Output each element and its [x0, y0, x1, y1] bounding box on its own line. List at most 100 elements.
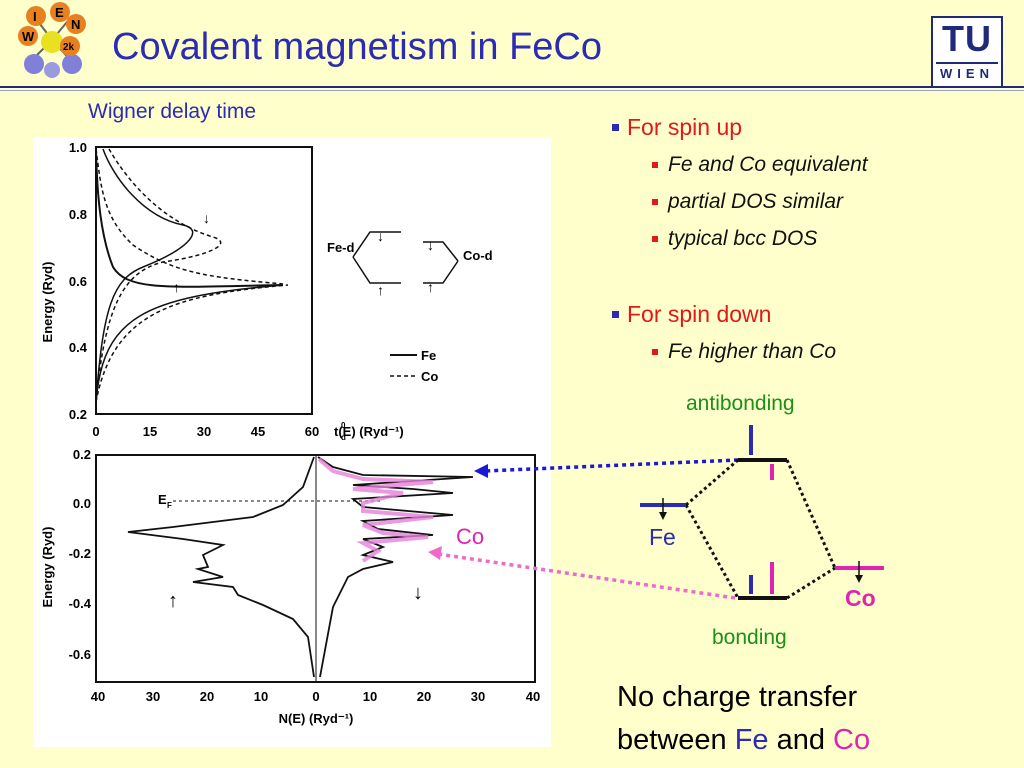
- co-upper-curve: [95, 148, 222, 403]
- conclusion-line2: between Fe and Co: [617, 719, 870, 762]
- conclusion-line1: No charge transfer: [617, 681, 858, 713]
- top-ytick: 0.4: [69, 340, 88, 355]
- bottom-ytick: 0.2: [73, 447, 91, 462]
- bottom-xlabel: N(E) (Ryd⁻¹): [279, 711, 354, 726]
- bottom-xtick: 20: [417, 689, 431, 704]
- bottom-ytick: 0.0: [73, 496, 91, 511]
- co-d-up-arrow: ↑: [427, 279, 434, 295]
- fe-solid-curve: [95, 148, 284, 288]
- bottom-xtick: 10: [363, 689, 377, 704]
- top-xlabel: t(E) (Ryd⁻¹): [334, 424, 404, 439]
- co-d-down-arrow: ↓: [427, 237, 434, 253]
- co-spin-down-highlight: [317, 457, 434, 563]
- fe-level-label: Fe: [649, 524, 676, 550]
- top-ytick: 0.2: [69, 407, 87, 422]
- spin-up-dos: [127, 456, 315, 678]
- legend-co-label: Co: [421, 369, 438, 384]
- co-lower-curve: [95, 284, 289, 403]
- sub-bullet-text: partial DOS similar: [668, 189, 844, 213]
- top-xtick: 0: [92, 424, 99, 439]
- sub-bullet: Fe and Co equivalent: [612, 146, 868, 183]
- bottom-xtick: 0: [312, 689, 319, 704]
- slide-title: Covalent magnetism in FeCo: [112, 26, 602, 68]
- sub-bullet-text: typical bcc DOS: [668, 226, 818, 250]
- antibonding-label: antibonding: [686, 392, 795, 415]
- top-ylabel: Energy (Ryd): [40, 262, 55, 343]
- fe-d-label: Fe-d: [327, 240, 355, 255]
- bullet-text: For spin up: [627, 113, 743, 140]
- conclusion-and: and: [768, 724, 834, 756]
- fe-d-up-arrow: ↑: [377, 282, 384, 298]
- bottom-xtick: 20: [200, 689, 214, 704]
- co-d-levels: [423, 241, 459, 284]
- title-rule-thin: [0, 90, 1024, 91]
- co-curve-label: Co: [456, 524, 485, 549]
- tu-logo-text: TU: [942, 18, 992, 59]
- conclusion-text: No charge transfer between Fe and Co: [617, 676, 870, 762]
- bottom-spin-up-arrow: ↑: [168, 590, 178, 612]
- bullet-marker: [612, 310, 619, 318]
- co-down-arrowhead: [855, 575, 863, 583]
- bottom-ytick: -0.6: [69, 647, 91, 662]
- dos-figure: Energy (Ryd) 1.0 0.8 0.6 0.4 0.2 0 15 30…: [33, 137, 551, 747]
- logo-letter-n: N: [71, 17, 80, 32]
- legend-fe-label: Fe: [421, 348, 436, 363]
- top-xlabel-sup: 0: [341, 421, 346, 430]
- ef-label-sub: F: [167, 501, 172, 510]
- bottom-xtick: 40: [526, 689, 540, 704]
- bonding-label: bonding: [712, 626, 787, 649]
- top-spin-down-arrow: ↓: [203, 210, 210, 226]
- wien-logo-text: WIEN: [940, 66, 994, 81]
- bullet-list-spin-down: For spin down Fe higher than Co: [612, 295, 836, 370]
- conclusion-fe: Fe: [734, 724, 769, 756]
- bonding-arrowhead: [428, 546, 442, 560]
- logo-letter-e: E: [55, 5, 64, 20]
- wien2k-logo: I E W N 2k: [18, 2, 86, 78]
- top-xtick: 45: [251, 424, 265, 439]
- fe-d-levels: [352, 231, 401, 284]
- bullet-spin-down: For spin down: [612, 295, 836, 333]
- tu-logo-divider: [936, 62, 998, 64]
- top-ytick: 0.6: [69, 274, 87, 289]
- fe-d-down-arrow: ↓: [377, 228, 384, 244]
- sub-bullet: typical bcc DOS: [612, 220, 868, 257]
- top-spin-up-arrow: ↑: [173, 279, 180, 295]
- bullet-text: For spin down: [627, 300, 772, 327]
- sub-bullet-marker: [652, 348, 658, 355]
- bottom-xtick: 30: [471, 689, 485, 704]
- top-plot-frame: [95, 146, 313, 415]
- bottom-xtick: 40: [91, 689, 105, 704]
- spin-down-dos: [317, 456, 474, 678]
- sub-bullet-text: Fe higher than Co: [668, 339, 837, 363]
- figure-caption: Wigner delay time: [88, 100, 257, 123]
- bottom-xtick: 10: [254, 689, 268, 704]
- sub-bullet: partial DOS similar: [612, 183, 868, 220]
- antibonding-arrowhead: [474, 464, 488, 478]
- conclusion-co: Co: [833, 724, 871, 756]
- sub-bullet: Fe higher than Co: [612, 333, 836, 370]
- top-ytick: 1.0: [69, 140, 87, 155]
- bottom-ylabel: Energy (Ryd): [40, 527, 55, 608]
- ef-label: E: [158, 492, 167, 507]
- bullet-list-spin-up: For spin up Fe and Co equivalent partial…: [612, 108, 868, 257]
- co-dashed-curve: [95, 148, 284, 285]
- top-xtick: 15: [143, 424, 157, 439]
- top-xlabel-sub: d: [341, 433, 346, 442]
- bottom-spin-down-arrow: ↓: [413, 582, 423, 604]
- logo-letter-2k: 2k: [63, 42, 75, 53]
- bullet-marker: [612, 123, 619, 131]
- bottom-ytick: -0.4: [69, 596, 92, 611]
- logo-letter-w: W: [22, 29, 35, 44]
- sub-bullet-marker: [652, 198, 658, 205]
- top-ytick: 0.8: [69, 207, 87, 222]
- bottom-xtick: 30: [146, 689, 160, 704]
- antibonding-arrow: [484, 458, 739, 473]
- top-xtick: 60: [305, 424, 319, 439]
- sub-bullet-marker: [652, 235, 658, 242]
- conclusion-between: between: [617, 724, 735, 756]
- fe-down-arrowhead: [659, 512, 667, 520]
- bonding-arrow: [437, 552, 736, 600]
- co-level-label: Co: [845, 585, 876, 611]
- fe-lower-curve: [95, 284, 284, 403]
